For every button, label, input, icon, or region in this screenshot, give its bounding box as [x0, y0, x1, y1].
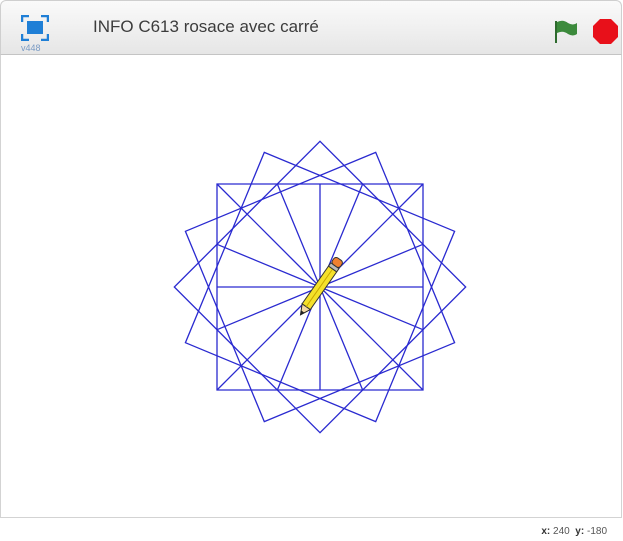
player-header: v448 INFO C613 rosace avec carré — [0, 0, 622, 55]
y-value: -180 — [586, 526, 607, 537]
pen-spoke — [319, 286, 424, 391]
pen-spoke — [216, 183, 321, 288]
pen-spoke — [319, 243, 424, 288]
mouse-coordinates: x: 240 y: -180 — [541, 526, 607, 537]
pen-drawing — [173, 140, 467, 434]
pen-spoke — [216, 286, 321, 331]
pen-square — [184, 151, 456, 423]
fullscreen-button[interactable] — [21, 15, 49, 41]
x-value: 240 — [553, 526, 570, 537]
project-title: INFO C613 rosace avec carré — [93, 17, 319, 36]
pen-spoke — [276, 183, 321, 288]
pen-spoke — [319, 286, 424, 331]
pen-square — [173, 140, 467, 434]
pencil-eraser — [331, 256, 343, 268]
green-flag[interactable] — [553, 19, 579, 45]
pen-spoke — [319, 286, 364, 391]
pen-spoke — [216, 243, 321, 288]
y-label: y: — [575, 526, 585, 537]
pencil-stripe — [305, 268, 334, 307]
pencil-sprite — [299, 256, 343, 316]
stage — [0, 55, 622, 518]
x-label: x: — [541, 526, 551, 537]
pen-square — [184, 151, 456, 423]
pencil-lead — [300, 310, 305, 315]
version-label: v448 — [21, 43, 41, 53]
stop-button[interactable] — [592, 18, 620, 46]
